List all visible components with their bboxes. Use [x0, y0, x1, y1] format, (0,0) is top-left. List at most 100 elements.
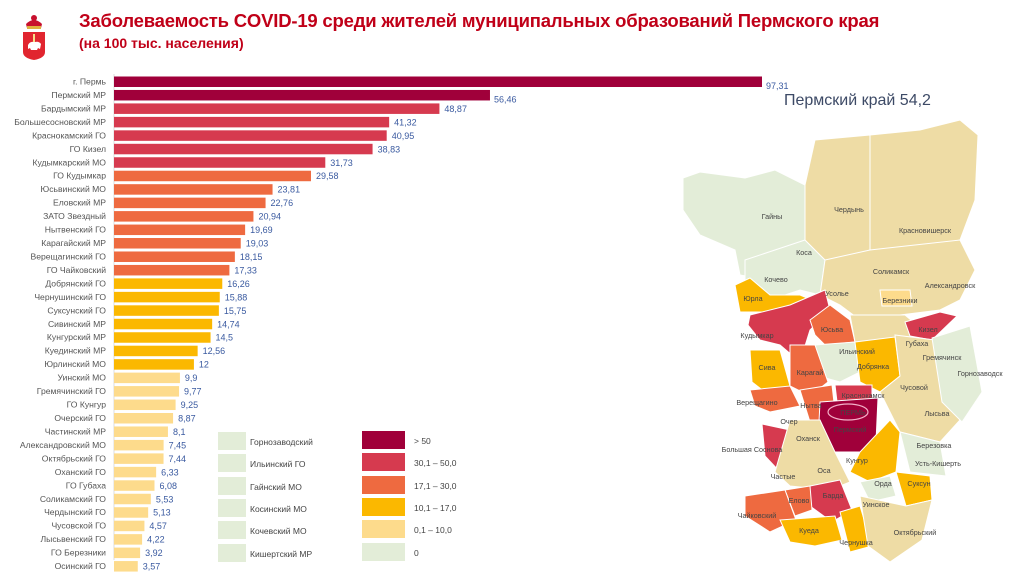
map-label: Березники: [883, 296, 918, 305]
map-label: Усолье: [825, 289, 849, 298]
category-label: ГО Губаха: [66, 480, 106, 490]
map-label: Коса: [796, 248, 812, 257]
category-label: Юсьвинский МО: [41, 184, 107, 194]
legend-swatch: [362, 475, 405, 494]
map-label: Кудымкар: [740, 331, 773, 340]
category-label: г. Пермь: [73, 77, 107, 87]
category-label: ЗАТО Звездный: [43, 211, 106, 221]
value-label: 12,56: [203, 346, 226, 356]
category-label: Нытвенский ГО: [45, 225, 107, 235]
legend-swatch: [362, 431, 405, 449]
bar: [114, 332, 211, 343]
category-label: ГО Кизел: [70, 144, 106, 154]
map-label: Юсьва: [821, 325, 843, 334]
legend-swatch-zero: [218, 476, 246, 495]
map-label: Суксун: [907, 479, 930, 488]
bar: [114, 413, 174, 424]
legend-swatch-zero: [218, 521, 246, 540]
legend-swatch: [362, 453, 405, 472]
map-region: [819, 239, 976, 321]
legend-zero-label: Гайнский МО: [250, 481, 302, 492]
category-label: Юрлинский МО: [44, 359, 106, 369]
map-region: [779, 515, 843, 547]
legend-swatch-zero: [218, 543, 246, 562]
category-label: Осинский ГО: [55, 561, 107, 571]
map-label: Карагай: [797, 368, 824, 377]
category-label: ГО Березники: [51, 548, 106, 558]
category-label: Пермский МР: [51, 90, 106, 100]
bar: [114, 103, 440, 114]
bar: [114, 238, 241, 249]
bar: [114, 453, 164, 464]
bar: [114, 480, 155, 491]
category-label: Очерский ГО: [54, 413, 106, 423]
bar: [114, 116, 390, 128]
bar: [114, 547, 141, 559]
category-label: Октябрьский ГО: [42, 453, 107, 463]
map-label: Барда: [823, 491, 844, 500]
value-label: 18,15: [240, 252, 263, 262]
category-label: Сивинский МР: [48, 319, 106, 329]
bar: [114, 520, 145, 532]
value-label: 9,77: [184, 387, 202, 397]
value-label: 4,57: [149, 521, 167, 531]
map-label: Елово: [789, 496, 810, 505]
map-label: Горнозаводск: [957, 369, 1003, 378]
map-label: Краснокамск: [842, 391, 886, 400]
value-label: 9,9: [185, 373, 198, 383]
perm-city-outline: [827, 403, 869, 421]
map-region: [804, 134, 881, 261]
legend-scale-label: 10,1 – 17,0: [414, 502, 457, 513]
map-label: Сива: [759, 363, 776, 372]
map-label: Чусовой: [900, 383, 928, 392]
map-label: Кочево: [764, 275, 788, 284]
legend-scale-label: 0: [414, 547, 419, 558]
map-label: Губаха: [906, 339, 929, 348]
value-label: 22,76: [271, 198, 294, 208]
category-label: Суксунский ГО: [47, 305, 106, 315]
bar: [114, 466, 157, 478]
bar: [114, 143, 373, 155]
map-label: Кизел: [918, 325, 937, 334]
value-label: 6,33: [161, 467, 179, 477]
value-label: 5,13: [153, 508, 171, 518]
bar: [114, 89, 490, 101]
value-label: 3,57: [143, 562, 161, 572]
legend-swatch-zero: [218, 498, 246, 517]
value-label: 3,92: [145, 548, 163, 558]
category-label: Верещагинский ГО: [30, 251, 106, 261]
category-label: Чердынский ГО: [44, 507, 106, 517]
value-label: 6,08: [159, 481, 177, 491]
chart-title: Заболеваемость COVID-19 среди жителей му…: [79, 10, 880, 31]
bar: [114, 278, 223, 289]
bar: [114, 197, 266, 209]
map-label: Чайковский: [738, 511, 777, 520]
map-label: Соликамск: [873, 267, 910, 276]
map-label: Лысьва: [925, 409, 950, 418]
map-label: Добрянка: [857, 362, 889, 371]
bar: [114, 426, 168, 437]
region-total: Пермский край 54,2: [784, 92, 931, 109]
bar: [114, 264, 230, 276]
map-label: Березовка: [917, 441, 952, 450]
category-label: Добрянский ГО: [45, 278, 106, 288]
bar: [114, 439, 164, 451]
legend-zero-label: Кочевский МО: [250, 526, 307, 537]
bar: [114, 318, 213, 330]
category-label: Кунгурский МР: [47, 332, 106, 342]
map-label: Кунгур: [846, 456, 868, 465]
legend-swatch-zero: [218, 432, 246, 450]
legend-zero-label: Ильинский ГО: [250, 459, 306, 470]
legend-swatch-zero: [218, 454, 246, 473]
coat-of-arms-icon: [23, 15, 45, 60]
legend-zero-label: Горнозаводский: [250, 437, 313, 447]
category-label: ГО Кунгур: [67, 400, 107, 410]
map-label: Нытва: [800, 401, 821, 410]
map-label: ПЕРМЬ: [840, 408, 866, 417]
bar: [114, 507, 149, 518]
category-label: Чернушинский ГО: [34, 292, 106, 302]
value-label: 16,26: [227, 279, 250, 289]
category-label: Чусовской ГО: [51, 521, 106, 531]
category-label: Краснокамский ГО: [32, 130, 106, 140]
